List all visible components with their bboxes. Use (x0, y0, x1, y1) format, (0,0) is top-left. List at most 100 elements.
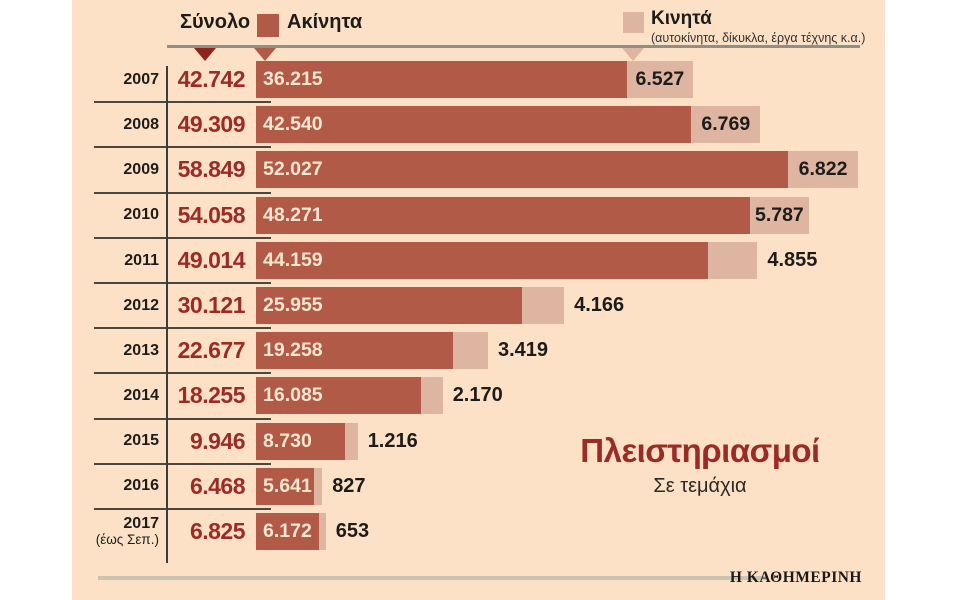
total-value: 42.742 (177, 66, 246, 93)
kinita-value: 4.855 (767, 248, 818, 271)
kinita-bar: 5.787 (749, 196, 809, 234)
source-label: Η ΚΑΘΗΜΕΡΙΝΗ (729, 569, 862, 586)
akinita-bar: 25.955 (256, 287, 522, 325)
year-label: 2010 (72, 206, 166, 224)
chart-title: Πλειστηριασμοί (580, 432, 820, 469)
legend-akinita-label: Ακίνητα (287, 11, 363, 33)
chart-row: 2008 49.309 42.540 6.769 (72, 102, 885, 149)
akinita-bar: 48.271 (256, 196, 750, 234)
year-text: 2013 (123, 341, 159, 359)
legend-kinita-sublabel: (αυτοκίνητα, δίκυκλα, έργα τέχνης κ.α.) (651, 31, 866, 45)
year-label: 2007 (72, 71, 166, 89)
chart-row: 2016 6.468 5.641 827 (72, 464, 885, 510)
bar-zone: 44.159 4.855 (256, 241, 818, 279)
akinita-bar: 42.540 (256, 106, 692, 144)
chart-row: 2009 58.849 52.027 6.822 (72, 147, 885, 194)
year-text: 2017 (123, 515, 159, 533)
kinita-value: 6.769 (701, 113, 751, 136)
akinita-value: 8.730 (263, 429, 312, 452)
total-marker-triangle-icon (194, 48, 216, 61)
row-separator (94, 281, 271, 284)
row-separator (94, 462, 271, 465)
akinita-value: 44.159 (263, 248, 323, 271)
akinita-bar: 19.258 (256, 332, 453, 370)
kinita-swatch-icon (623, 12, 644, 33)
kinita-bar (453, 332, 488, 370)
bar-zone: 25.955 4.166 (256, 287, 625, 325)
chart-row: 2007 42.742 36.215 6.527 (72, 57, 885, 104)
chart-row: 2015 9.946 8.730 1.216 (72, 419, 885, 465)
year-label: 2008 (72, 116, 166, 134)
year-note: (έως Σεπ.) (95, 531, 159, 547)
chart-row: 2012 30.121 25.955 4.166 (72, 283, 885, 330)
akinita-value: 36.215 (263, 68, 323, 91)
year-label: 2012 (72, 297, 166, 315)
akinita-value: 52.027 (263, 158, 323, 181)
akinita-bar: 52.027 (256, 151, 789, 189)
akinita-value: 25.955 (263, 294, 323, 317)
kinita-value: 6.822 (798, 158, 848, 181)
row-separator (94, 191, 271, 194)
legend-kinita: Κινητά (αυτοκίνητα, δίκυκλα, έργα τέχνης… (651, 8, 865, 45)
kinita-bar: 6.769 (691, 106, 761, 144)
row-separator (94, 236, 271, 239)
chart-rows: 2007 42.742 36.215 6.527 2008 49.309 42.… (72, 57, 885, 554)
bar-zone: 19.258 3.419 (256, 332, 549, 370)
akinita-bar: 36.215 (256, 61, 627, 99)
kinita-bar (319, 512, 326, 550)
total-value: 58.849 (177, 156, 246, 183)
bar-zone: 6.172 653 (256, 512, 370, 550)
row-separator (94, 507, 271, 510)
year-text: 2012 (123, 296, 159, 314)
total-value: 54.058 (177, 201, 246, 228)
kinita-value: 653 (335, 519, 370, 542)
akinita-marker-triangle-icon (254, 48, 276, 61)
footer-rule (98, 576, 766, 580)
kinita-bar (420, 377, 443, 415)
bar-zone: 36.215 6.527 (256, 61, 694, 99)
kinita-bar (707, 241, 758, 279)
legend-kinita-label: Κινητά (651, 8, 712, 29)
year-text: 2009 (123, 161, 159, 179)
row-separator (94, 327, 271, 330)
year-text: 2014 (123, 387, 159, 405)
legend-total-label: Σύνολο (180, 11, 251, 33)
year-label: 2013 (72, 342, 166, 360)
akinita-value: 19.258 (263, 339, 323, 362)
kinita-value: 827 (332, 474, 366, 497)
year-text: 2011 (124, 251, 159, 269)
akinita-bar: 6.172 (256, 512, 320, 550)
akinita-bar: 8.730 (256, 422, 346, 460)
total-value: 49.309 (177, 111, 246, 138)
row-separator (94, 101, 271, 104)
bar-zone: 16.085 2.170 (256, 377, 503, 415)
akinita-value: 6.172 (263, 519, 312, 542)
total-value: 9.946 (189, 427, 246, 454)
year-text: 2007 (123, 70, 159, 88)
chart-row: 2014 18.255 16.085 2.170 (72, 373, 885, 420)
row-separator (94, 372, 271, 375)
year-label: 2009 (72, 161, 166, 179)
chart-subtitle: Σε τεμάχια (653, 475, 747, 497)
chart-row: 2011 49.014 44.159 4.855 (72, 238, 885, 284)
bar-zone: 52.027 6.822 (256, 151, 858, 189)
total-value: 22.677 (177, 337, 246, 364)
kinita-value: 3.419 (498, 339, 549, 362)
total-value: 49.014 (177, 246, 246, 273)
kinita-marker-triangle-icon (622, 48, 644, 61)
kinita-value: 1.216 (367, 429, 418, 452)
bar-zone: 48.271 5.787 (256, 196, 809, 234)
year-label: 2015 (72, 432, 166, 450)
row-separator (94, 417, 271, 420)
kinita-value: 5.787 (754, 203, 804, 226)
column-divider-line (166, 66, 168, 563)
kinita-bar: 6.822 (788, 151, 858, 189)
year-text: 2008 (123, 115, 159, 133)
total-value: 6.468 (189, 472, 246, 499)
kinita-value: 6.527 (635, 68, 685, 91)
akinita-swatch-icon (257, 14, 279, 37)
kinita-value: 4.166 (574, 294, 625, 317)
chart-row: 2010 54.058 48.271 5.787 (72, 193, 885, 239)
kinita-bar (345, 422, 358, 460)
